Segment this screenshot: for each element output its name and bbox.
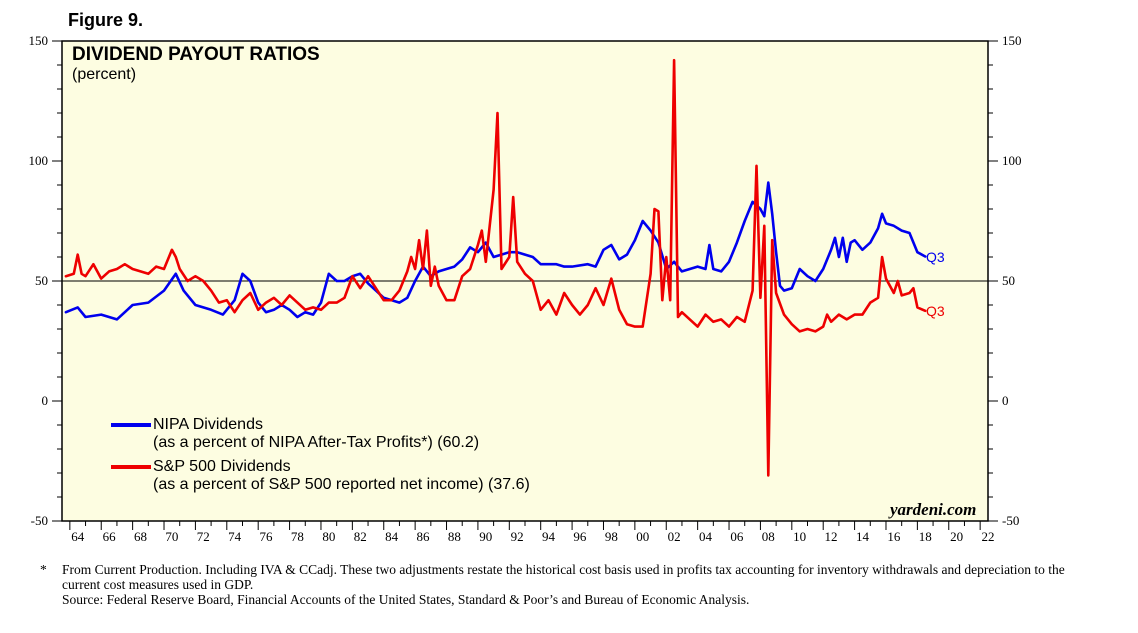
x-tick-label: 70 [165,529,178,544]
y-tick-label-right: 100 [1002,153,1022,168]
y-tick-label-left: 100 [29,153,49,168]
chart-title: DIVIDEND PAYOUT RATIOS [72,44,320,65]
footnote-text: From Current Production. Including IVA &… [62,562,1065,592]
x-tick-label: 80 [322,529,335,544]
y-tick-label-left: -50 [31,513,48,528]
series-line-nipa [64,181,927,321]
y-tick-label-left: 50 [35,273,48,288]
legend-label-sp: S&P 500 Dividends [153,458,291,475]
x-tick-label: 76 [260,529,274,544]
x-tick-label: 88 [448,529,461,544]
x-tick-label: 68 [134,529,147,544]
x-tick-label: 14 [856,529,870,544]
y-tick-label-left: 0 [42,393,49,408]
x-tick-label: 92 [511,529,524,544]
x-tick-label: 00 [636,529,649,544]
legend-swatch-sp [111,465,151,469]
footnote-marker: * [40,562,47,577]
x-tick-label: 64 [71,529,85,544]
series-line-sp [64,58,927,477]
x-tick-label: 98 [605,529,618,544]
x-tick-label: 82 [354,529,367,544]
source-text: Source: Federal Reserve Board, Financial… [62,592,750,607]
x-tick-label: 04 [699,529,713,544]
x-tick-label: 20 [950,529,963,544]
x-tick-label: 66 [103,529,117,544]
plot-frame [61,40,989,522]
chart-subtitle: (percent) [72,66,137,83]
x-tick-label: 08 [762,529,775,544]
x-tick-label: 22 [982,529,995,544]
x-tick-label: 10 [793,529,806,544]
x-tick-label: 94 [542,529,556,544]
x-tick-label: 84 [385,529,399,544]
legend-note-sp: (as a percent of S&P 500 reported net in… [153,476,530,493]
x-tick-label: 96 [573,529,587,544]
x-tick-label: 90 [479,529,492,544]
x-tick-label: 18 [919,529,932,544]
watermark: yardeni.com [890,500,977,519]
y-tick-label-left: 150 [29,33,49,48]
end-label-nipa: Q3 [926,249,945,265]
x-tick-label: 06 [730,529,744,544]
x-tick-label: 02 [668,529,681,544]
y-tick-label-right: 50 [1002,273,1015,288]
x-tick-label: 86 [416,529,430,544]
x-tick-label: 74 [228,529,242,544]
x-tick-label: 12 [825,529,838,544]
figure-label: Figure 9. [68,10,144,30]
x-tick-label: 78 [291,529,304,544]
y-tick-label-right: 0 [1002,393,1009,408]
legend-note-nipa: (as a percent of NIPA After-Tax Profits*… [153,434,480,451]
series-layer [64,58,927,477]
x-tick-label: 16 [887,529,901,544]
x-tick-label: 72 [197,529,210,544]
legend-label-nipa: NIPA Dividends [153,416,263,433]
y-tick-label-right: 150 [1002,33,1022,48]
y-tick-label-right: -50 [1002,513,1019,528]
legend-swatch-nipa [111,423,151,427]
end-label-sp: Q3 [926,303,945,319]
